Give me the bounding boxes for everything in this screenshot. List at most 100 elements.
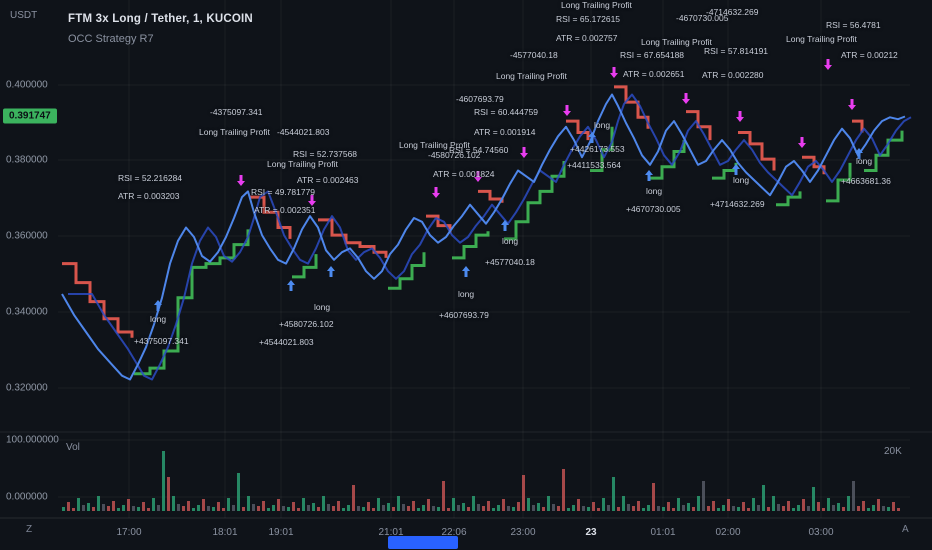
volume-bar xyxy=(332,506,335,511)
trailing-profit-label: Long Trailing Profit xyxy=(267,159,338,169)
volume-bar xyxy=(587,507,590,511)
exit-arrow-icon xyxy=(610,67,618,78)
atr-value-label: ATR = 0.002280 xyxy=(702,70,764,80)
chart-legend: FTM 3x Long / Tether, 1, KUCOIN OCC Stra… xyxy=(68,13,253,45)
trailing-stop-line xyxy=(650,140,686,180)
volume-bar xyxy=(72,508,75,511)
volume-bar xyxy=(627,504,630,511)
volume-bar xyxy=(837,503,840,511)
time-tick-label: 18:01 xyxy=(212,527,238,538)
volume-bar xyxy=(122,505,125,511)
volume-bar xyxy=(492,508,495,511)
volume-bar xyxy=(312,503,315,511)
atr-value-label: ATR = 0.003203 xyxy=(118,191,180,201)
volume-bar xyxy=(717,508,720,511)
exit-size-label: -4714632.269 xyxy=(706,7,759,17)
volume-bar xyxy=(567,508,570,511)
entry-size-label: +4375097.341 xyxy=(134,336,189,346)
volume-bar xyxy=(862,501,865,511)
volume-bar xyxy=(432,506,435,511)
exit-arrow-icon xyxy=(520,147,528,158)
volume-bar xyxy=(692,507,695,511)
volume-bar xyxy=(407,506,410,511)
volume-bar xyxy=(747,508,750,511)
volume-bar xyxy=(452,498,455,511)
long-entry-arrow-icon xyxy=(327,266,335,277)
trailing-profit-label: Long Trailing Profit xyxy=(199,127,270,137)
volume-bar xyxy=(292,502,295,511)
volume-bar xyxy=(757,505,760,511)
volume-bar xyxy=(227,498,230,511)
volume-bar xyxy=(337,501,340,511)
rsi-value-label: RSI = 57.814191 xyxy=(704,46,769,56)
volume-bar xyxy=(322,496,325,511)
volume-bar xyxy=(577,499,580,511)
price-axis-currency-label: USDT xyxy=(10,10,38,21)
exit-arrow-icon xyxy=(432,187,440,198)
volume-bar xyxy=(387,503,390,511)
entry-size-label: +4426173.553 xyxy=(570,144,625,154)
volume-bar xyxy=(467,507,470,511)
volume-bar xyxy=(742,502,745,511)
volume-bar xyxy=(327,504,330,511)
exit-arrow-icon xyxy=(563,105,571,116)
volume-bar xyxy=(427,499,430,511)
volume-bar xyxy=(687,503,690,511)
entry-size-label: +4670730.005 xyxy=(626,204,681,214)
trade-entry-label: long xyxy=(314,302,331,312)
volume-bar xyxy=(282,506,285,511)
volume-bar xyxy=(472,496,475,511)
trade-entry-label: long xyxy=(733,175,750,185)
strategy-title[interactable]: OCC Strategy R7 xyxy=(68,32,154,45)
price-tick-label: 100.000000 xyxy=(6,434,59,446)
volume-bar xyxy=(87,503,90,511)
volume-bar xyxy=(212,507,215,511)
volume-bar xyxy=(152,498,155,511)
volume-bar xyxy=(787,501,790,511)
exit-arrow-icon xyxy=(474,171,482,182)
time-axis-right-corner-label: A xyxy=(902,524,909,535)
volume-bar xyxy=(267,508,270,511)
volume-bar xyxy=(97,496,100,511)
volume-bar xyxy=(542,507,545,511)
trailing-stop-line xyxy=(504,161,566,241)
volume-indicator-label[interactable]: Vol xyxy=(66,442,80,453)
volume-bar xyxy=(162,451,165,511)
entry-size-label: +4411533.564 xyxy=(567,160,621,170)
volume-bar xyxy=(457,505,460,511)
volume-bar xyxy=(217,502,220,511)
volume-scale-label: 20K xyxy=(884,446,902,457)
volume-bar xyxy=(617,507,620,511)
atr-value-label: ATR = 0.002463 xyxy=(297,175,359,185)
trailing-stop-line xyxy=(134,229,250,376)
volume-bar xyxy=(652,483,655,511)
volume-bar xyxy=(897,508,900,511)
symbol-title[interactable]: FTM 3x Long / Tether, 1, KUCOIN xyxy=(68,13,253,25)
volume-bar xyxy=(797,505,800,511)
volume-bar xyxy=(762,485,765,511)
volume-bar xyxy=(662,507,665,511)
trailing-profit-label: Long Trailing Profit xyxy=(496,71,567,81)
atr-value-label: ATR = 0.002757 xyxy=(556,33,618,43)
volume-bar xyxy=(82,505,85,511)
volume-bar xyxy=(412,501,415,511)
volume-bar xyxy=(262,501,265,511)
trailing-stop-line xyxy=(478,189,504,203)
volume-bar xyxy=(637,501,640,511)
volume-bar xyxy=(622,496,625,511)
volume-bar xyxy=(562,469,565,511)
volume-bar xyxy=(127,499,130,511)
entry-size-label: +4607693.79 xyxy=(439,310,489,320)
volume-bar xyxy=(192,508,195,511)
entry-size-label: +4544021.803 xyxy=(259,337,314,347)
volume-bar xyxy=(772,496,775,511)
volume-bar xyxy=(737,507,740,511)
volume-bar xyxy=(682,505,685,511)
volume-bar xyxy=(807,506,810,511)
volume-bar xyxy=(237,473,240,511)
volume-bar xyxy=(892,502,895,511)
volume-bar xyxy=(702,481,705,511)
volume-bar xyxy=(602,498,605,511)
volume-bar xyxy=(67,502,70,511)
